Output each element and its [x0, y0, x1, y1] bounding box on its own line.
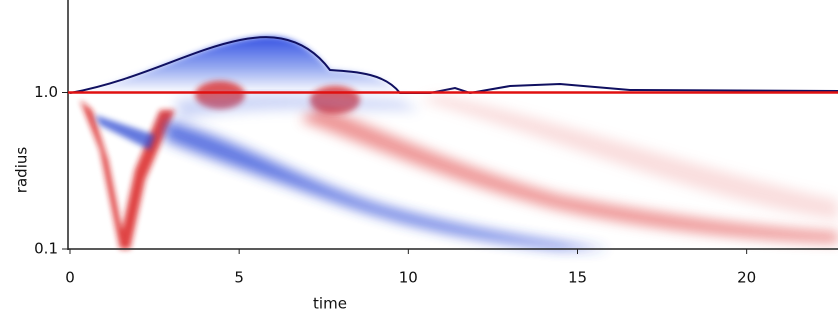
y-tick-label: 1.0 — [34, 83, 58, 101]
x-tick-label: 0 — [65, 269, 75, 287]
y-tick-label: 0.1 — [34, 240, 58, 258]
x-axis-label: time — [313, 295, 347, 313]
x-tick-label: 20 — [737, 269, 756, 287]
heatmap-field — [69, 36, 838, 249]
x-tick-label: 5 — [234, 269, 244, 287]
x-tick-label: 10 — [399, 269, 418, 287]
y-axis-label: radius — [13, 147, 31, 194]
x-tick-label: 15 — [568, 269, 587, 287]
